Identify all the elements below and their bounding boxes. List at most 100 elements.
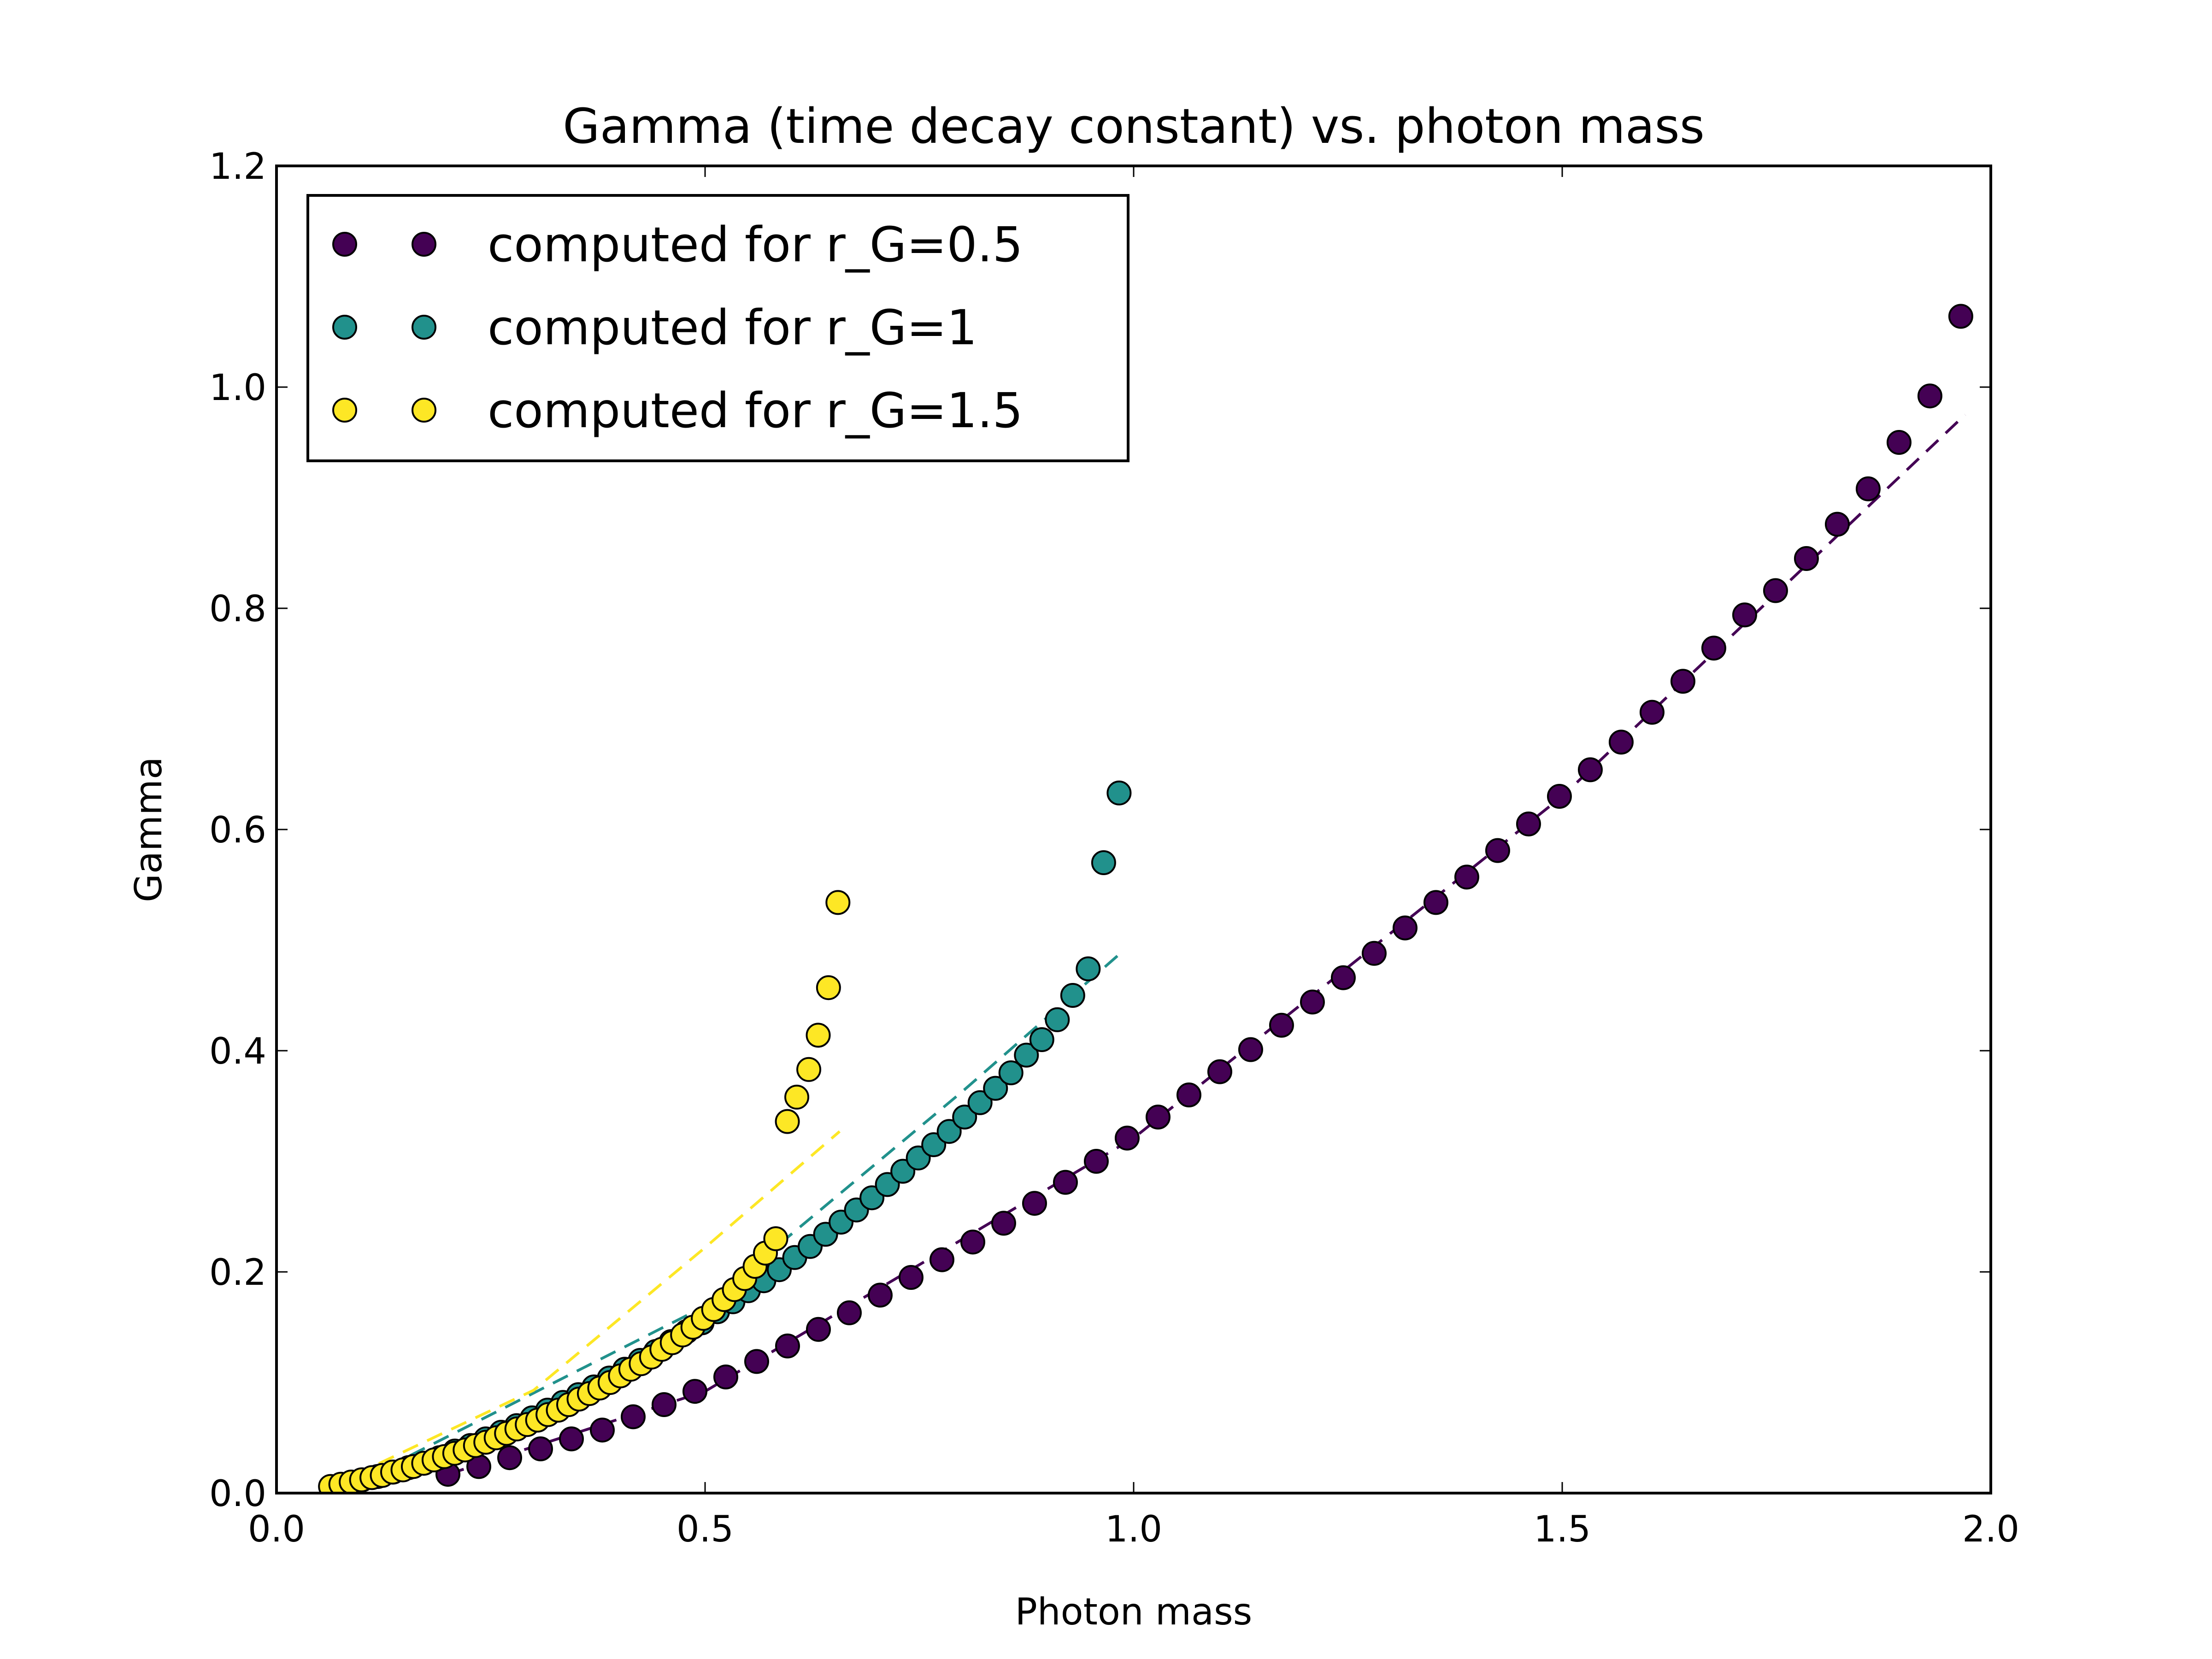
- legend-item-0: computed for r_G=0.5: [332, 217, 1023, 273]
- data-point: [1022, 1191, 1047, 1216]
- data-point: [1824, 512, 1850, 537]
- legend-marker: [412, 315, 436, 340]
- data-point: [1608, 729, 1634, 755]
- x-tick-label: 0.0: [248, 1509, 305, 1550]
- data-point: [763, 1226, 788, 1251]
- data-point: [1639, 700, 1665, 725]
- x-axis-label: Photon mass: [1015, 1590, 1253, 1633]
- data-point: [1485, 838, 1510, 863]
- data-point: [744, 1349, 769, 1374]
- data-point: [952, 1105, 977, 1130]
- data-point: [651, 1392, 677, 1417]
- y-axis-ticks: 0.0 0.2 0.4 0.6 0.8 1.0 1.2: [209, 146, 1991, 1515]
- data-point: [898, 1265, 924, 1290]
- data-point: [1392, 915, 1418, 941]
- data-point: [775, 1333, 800, 1359]
- x-tick-label: 1.5: [1534, 1509, 1591, 1550]
- data-point: [983, 1076, 1008, 1101]
- data-point: [1176, 1082, 1201, 1107]
- data-point: [1855, 476, 1881, 501]
- data-point: [1516, 812, 1541, 836]
- x-tick-label: 2.0: [1962, 1509, 2019, 1550]
- data-point: [1114, 1125, 1140, 1151]
- data-point: [1701, 635, 1726, 661]
- data-point: [589, 1418, 615, 1443]
- data-point: [1238, 1037, 1263, 1062]
- data-point: [1763, 578, 1788, 603]
- data-point: [960, 1230, 985, 1255]
- x-tick-label: 1.0: [1105, 1509, 1162, 1550]
- data-point: [1091, 850, 1116, 875]
- data-point: [497, 1445, 522, 1471]
- data-point: [1577, 757, 1603, 782]
- legend-label: computed for r_G=1: [488, 300, 977, 356]
- y-axis-label: Gamma: [127, 757, 170, 902]
- legend-label: computed for r_G=0.5: [488, 217, 1023, 273]
- fit-lines: [329, 413, 1966, 1488]
- data-point: [1053, 1170, 1078, 1195]
- data-point: [1794, 546, 1819, 571]
- legend-marker: [412, 398, 436, 423]
- data-point: [991, 1211, 1016, 1236]
- x-tick-label: 0.5: [677, 1509, 734, 1550]
- data-point: [1361, 941, 1387, 966]
- data-point: [1145, 1105, 1171, 1130]
- x-axis-ticks: 0.0 0.5 1.0 1.5 2.0: [248, 166, 2019, 1550]
- data-point: [1300, 989, 1325, 1015]
- series-0: [435, 304, 1973, 1487]
- data-point: [784, 1084, 810, 1110]
- data-point: [1106, 780, 1132, 806]
- y-tick-label: 1.2: [209, 146, 266, 188]
- legend-marker: [332, 398, 357, 423]
- data-point: [1207, 1059, 1232, 1084]
- data-point: [936, 1119, 962, 1144]
- data-point: [1917, 383, 1942, 409]
- y-tick-label: 0.2: [209, 1252, 266, 1294]
- chart-title: Gamma (time decay constant) vs. photon m…: [563, 98, 1705, 154]
- legend-item-2: computed for r_G=1.5: [332, 382, 1023, 439]
- data-point: [1029, 1027, 1054, 1052]
- legend-marker: [332, 315, 357, 340]
- data-point: [1045, 1007, 1070, 1032]
- y-tick-label: 1.0: [209, 367, 266, 409]
- y-tick-label: 0.6: [209, 810, 266, 851]
- data-point: [682, 1379, 707, 1404]
- fit-line-series-1: [361, 953, 1120, 1481]
- data-point: [559, 1426, 584, 1452]
- y-tick-label: 0.0: [209, 1473, 266, 1515]
- data-point: [1083, 1149, 1109, 1174]
- legend-box: [306, 194, 1130, 462]
- data-point: [1014, 1042, 1039, 1068]
- data-point: [836, 1300, 862, 1325]
- data-point: [867, 1282, 893, 1308]
- legend-marker: [332, 232, 357, 257]
- data-point: [796, 1057, 822, 1082]
- data-point: [528, 1436, 553, 1461]
- data-point: [929, 1247, 954, 1272]
- data-point: [816, 975, 841, 1000]
- data-point: [806, 1023, 831, 1048]
- data-point: [967, 1090, 993, 1115]
- legend-marker: [412, 232, 436, 257]
- data-point: [1886, 430, 1912, 455]
- data-point: [1269, 1012, 1294, 1038]
- legend-item-1: computed for r_G=1: [332, 300, 977, 356]
- series-2: [318, 890, 851, 1493]
- fit-line-series-0: [447, 413, 1966, 1476]
- data-point: [1948, 304, 1973, 329]
- data-point: [620, 1404, 646, 1430]
- y-tick-label: 0.8: [209, 588, 266, 630]
- data-point: [998, 1060, 1024, 1085]
- data-point: [1454, 865, 1479, 890]
- data-point: [1547, 784, 1572, 809]
- data-point: [713, 1365, 738, 1389]
- data-point: [775, 1109, 800, 1134]
- data-point: [1076, 956, 1101, 982]
- data-point: [825, 890, 851, 915]
- data-point: [1732, 602, 1757, 628]
- legend-label: computed for r_G=1.5: [488, 382, 1023, 439]
- data-points: [318, 304, 1973, 1493]
- data-point: [1330, 965, 1356, 990]
- data-point: [1670, 669, 1695, 694]
